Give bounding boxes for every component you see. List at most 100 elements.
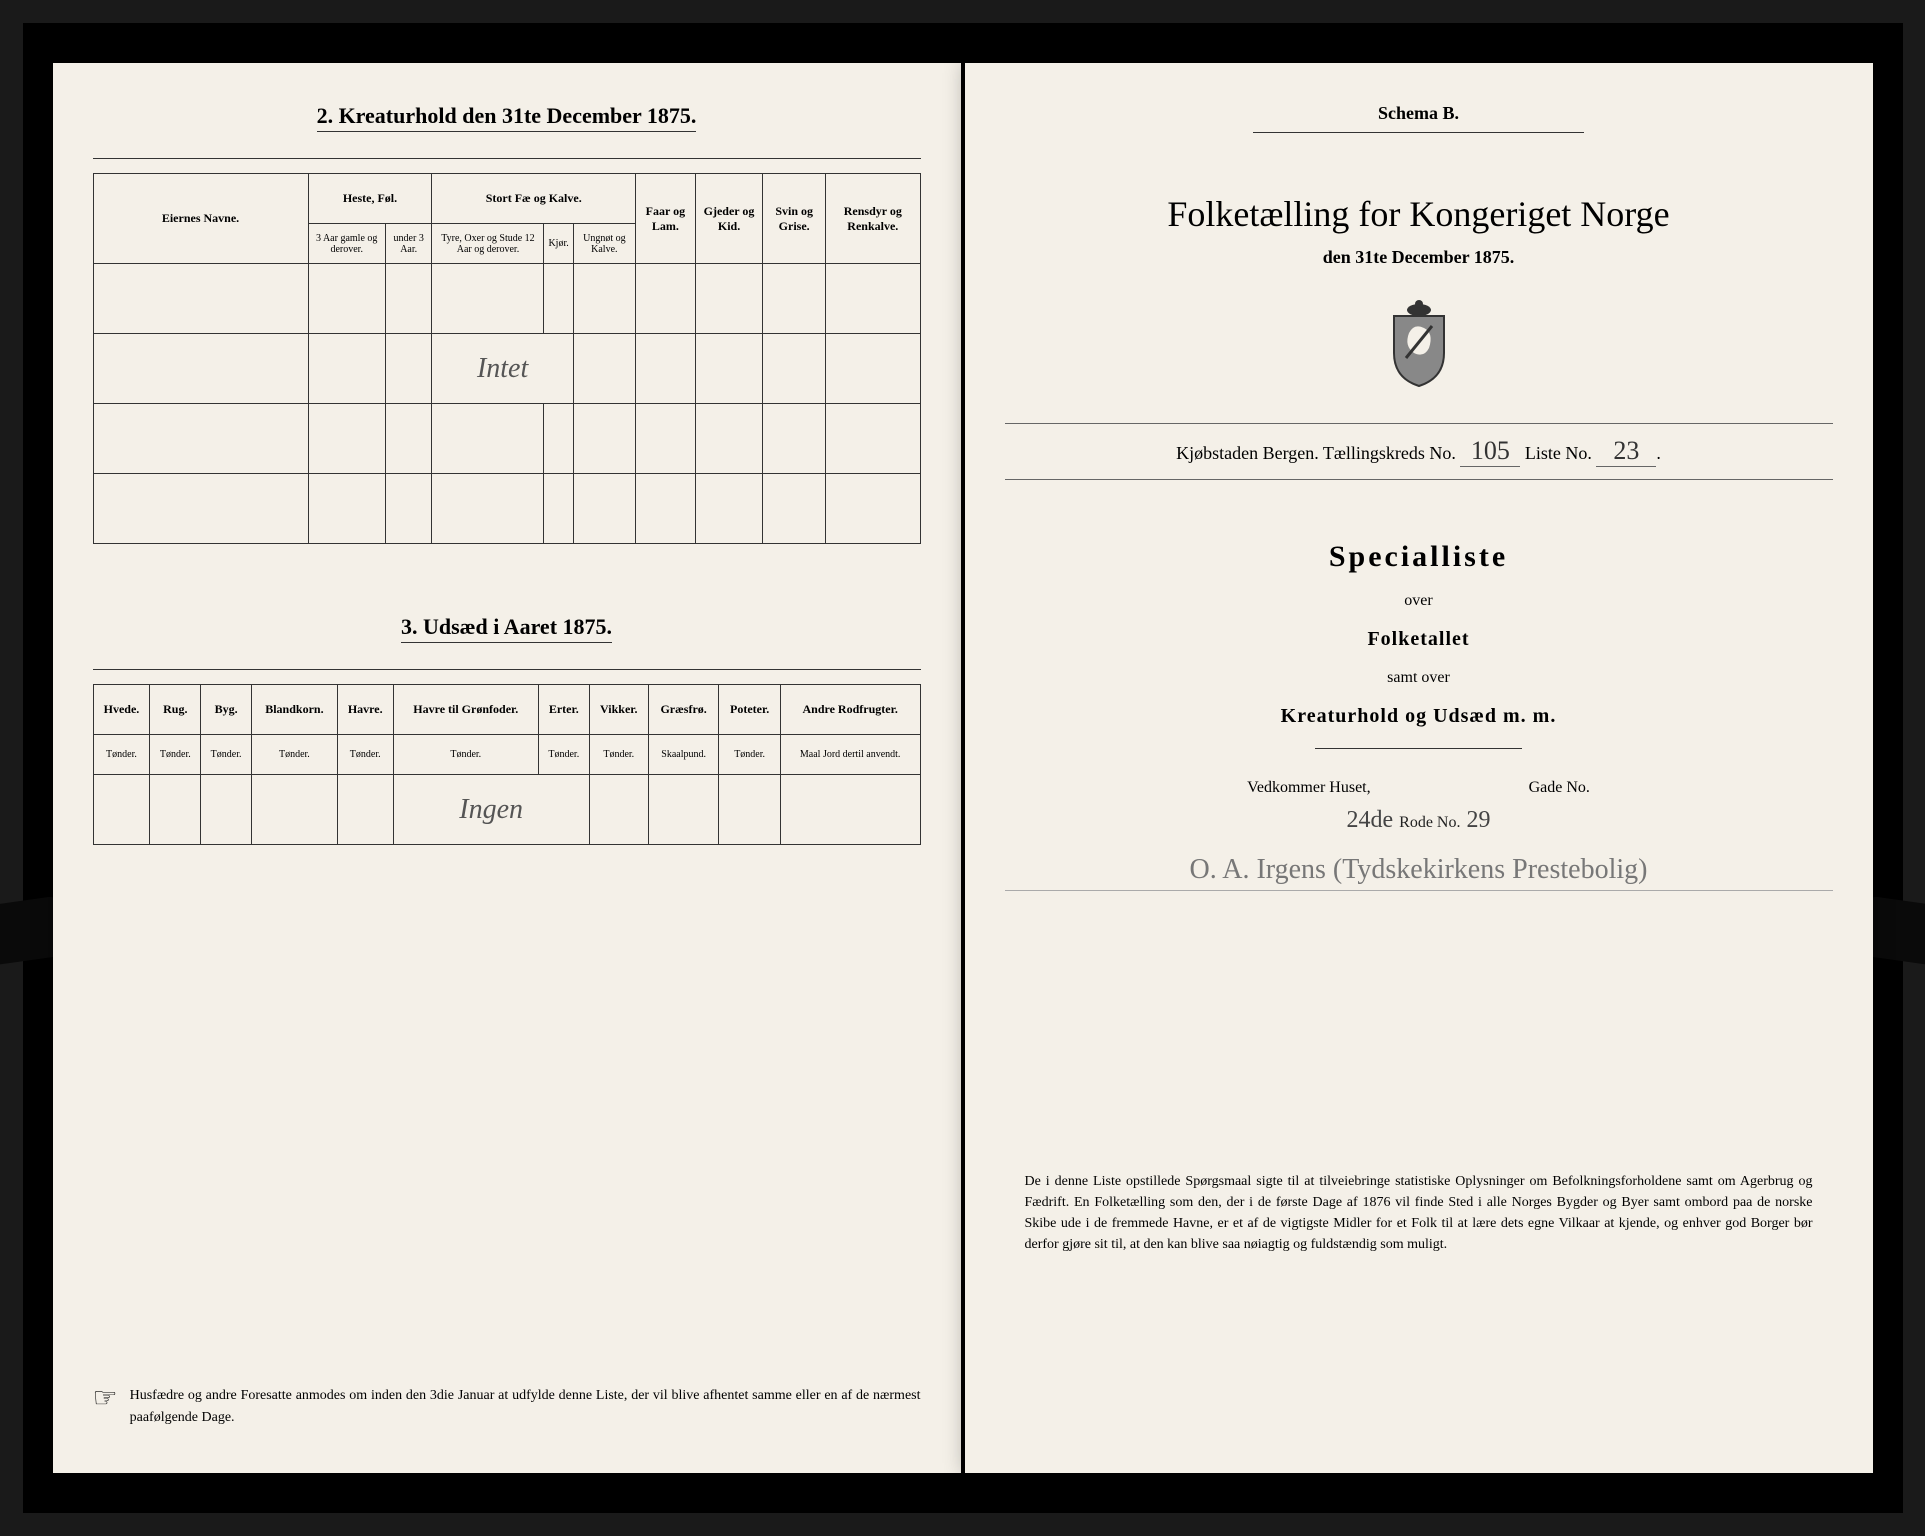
right-footnote: De i denne Liste opstillede Spørgsmaal s…: [1005, 1171, 1833, 1255]
samt-over-text: samt over: [1005, 669, 1833, 687]
th-hvede: Hvede.: [93, 685, 150, 735]
sub: Tønder.: [201, 735, 252, 775]
cell: [826, 334, 920, 404]
liste-no: 23: [1596, 436, 1656, 467]
rule: [1253, 132, 1584, 133]
cell: [763, 334, 826, 404]
th-heste-under3: under 3 Aar.: [385, 224, 432, 264]
location-prefix: Kjøbstaden Bergen. Tællingskreds No.: [1176, 443, 1456, 463]
th-eiernes-navne: Eiernes Navne.: [93, 174, 308, 264]
rode-label: Rode No.: [1399, 814, 1460, 831]
th-rug: Rug.: [150, 685, 201, 735]
cell: [763, 404, 826, 474]
right-page: Schema B. Folketælling for Kongeriget No…: [965, 63, 1873, 1473]
sub: Tønder.: [337, 735, 393, 775]
folketallet-text: Folketallet: [1005, 628, 1833, 651]
vedkommer-line: Vedkommer Huset, Gade No.: [1005, 779, 1833, 797]
left-page: 2. Kreaturhold den 31te December 1875. E…: [53, 63, 961, 1473]
th-rensdyr: Rensdyr og Renkalve.: [826, 174, 920, 264]
cell: [432, 474, 544, 544]
cell: [93, 404, 308, 474]
cell: [763, 264, 826, 334]
cell: [308, 474, 385, 544]
sub: Tønder.: [538, 735, 589, 775]
cell: [544, 404, 573, 474]
specialliste-title: Specialliste: [1005, 540, 1833, 574]
sub: Tønder.: [150, 735, 201, 775]
section-2-title: 2. Kreaturhold den 31te December 1875.: [317, 103, 697, 132]
book-spread: 2. Kreaturhold den 31te December 1875. E…: [23, 23, 1903, 1513]
cell: [635, 264, 695, 334]
cell: [150, 775, 201, 845]
th-svin: Svin og Grise.: [763, 174, 826, 264]
gade-label: Gade No.: [1529, 779, 1590, 796]
cell: [780, 775, 920, 845]
location-line: Kjøbstaden Bergen. Tællingskreds No. 105…: [1005, 423, 1833, 480]
cell: [337, 775, 393, 845]
over-text: over: [1005, 592, 1833, 610]
coat-of-arms-icon: [1005, 298, 1833, 393]
cell: [573, 404, 635, 474]
th-havre-gron: Havre til Grønfoder.: [393, 685, 538, 735]
sub: Tønder.: [93, 735, 150, 775]
cell: [93, 264, 308, 334]
th-byg: Byg.: [201, 685, 252, 735]
th-ungnot: Ungnøt og Kalve.: [573, 224, 635, 264]
sub-date: den 31te December 1875.: [1005, 247, 1833, 268]
cell: [385, 334, 432, 404]
cell: [695, 404, 762, 474]
cell: [826, 404, 920, 474]
sub: Tønder.: [589, 735, 648, 775]
section-3-title: 3. Udsæd i Aaret 1875.: [401, 614, 612, 643]
th-graesfro: Græsfrø.: [648, 685, 719, 735]
cell: [432, 404, 544, 474]
rode-line: 24de Rode No. 29: [1005, 807, 1833, 834]
cell: [573, 264, 635, 334]
th-havre: Havre.: [337, 685, 393, 735]
cell: [432, 264, 544, 334]
cell: [251, 775, 337, 845]
cell: [93, 334, 308, 404]
cell: [719, 775, 780, 845]
handwritten-ingen: Ingen: [393, 775, 589, 845]
th-vikker: Vikker.: [589, 685, 648, 735]
liste-label: Liste No.: [1525, 443, 1592, 463]
cell: [308, 264, 385, 334]
rule: [1315, 748, 1522, 749]
cell: [635, 474, 695, 544]
cell: [544, 474, 573, 544]
cell: [826, 264, 920, 334]
kreaturhold-text: Kreaturhold og Udsæd m. m.: [1005, 705, 1833, 728]
th-heste: Heste, Føl.: [308, 174, 432, 224]
rule: [93, 669, 921, 670]
sub: Tønder.: [719, 735, 780, 775]
cell: [648, 775, 719, 845]
cell: [635, 334, 695, 404]
cell: [695, 474, 762, 544]
cell: [763, 474, 826, 544]
cell: [93, 474, 308, 544]
th-kjor: Kjør.: [544, 224, 573, 264]
table-udsaed: Hvede. Rug. Byg. Blandkorn. Havre. Havre…: [93, 684, 921, 845]
rode-no-hw: 29: [1466, 807, 1490, 833]
sub: Tønder.: [251, 735, 337, 775]
th-erter: Erter.: [538, 685, 589, 735]
footnote-text: Husfædre og andre Foresatte anmodes om i…: [130, 1385, 921, 1430]
vedkommer-label: Vedkommer Huset,: [1247, 779, 1371, 796]
th-andre: Andre Rodfrugter.: [780, 685, 920, 735]
sub: Skaalpund.: [648, 735, 719, 775]
cell: [695, 264, 762, 334]
th-heste-3aar: 3 Aar gamle og derover.: [308, 224, 385, 264]
cell: [308, 334, 385, 404]
cell: [385, 264, 432, 334]
rode-prefix-hw: 24de: [1347, 807, 1394, 833]
cell: [573, 474, 635, 544]
cell: [826, 474, 920, 544]
th-stort-fae: Stort Fæ og Kalve.: [432, 174, 635, 224]
cell: [308, 404, 385, 474]
table-kreaturhold: Eiernes Navne. Heste, Føl. Stort Fæ og K…: [93, 173, 921, 544]
th-poteter: Poteter.: [719, 685, 780, 735]
left-footnote: ☞ Husfædre og andre Foresatte anmodes om…: [93, 1385, 921, 1430]
sub: Maal Jord dertil anvendt.: [780, 735, 920, 775]
cell: [544, 264, 573, 334]
